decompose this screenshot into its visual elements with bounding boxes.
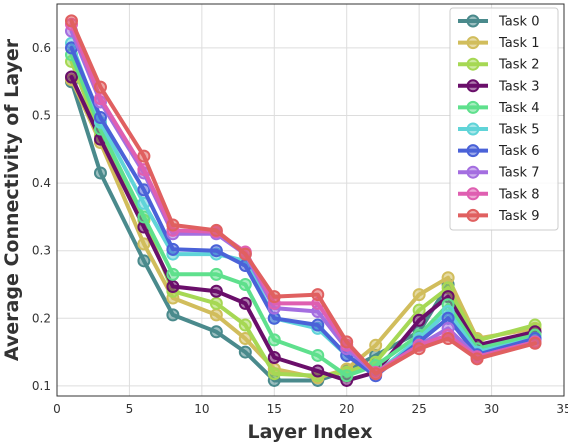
series-task-2 [64,54,542,383]
data-point-task-0 [166,308,180,322]
data-point-task-9 [528,336,542,350]
legend-marker-task-0 [466,14,480,28]
data-point-task-1 [369,338,383,352]
x-tick-labels: 0 5 10 15 20 25 30 35 [53,402,568,416]
data-point-task-3 [209,284,223,298]
plot-frame [56,3,565,397]
x-tick-label: 30 [484,402,499,416]
legend-marker-task-9 [466,208,480,222]
y-tick-label: 0.3 [32,244,51,258]
data-point-task-9 [238,247,252,261]
legend-label-task-0: Task 0 [498,15,539,30]
series-task-9 [64,14,542,381]
data-point-task-4 [166,267,180,281]
y-tick-label: 0.4 [32,176,51,190]
x-tick-label: 10 [194,402,209,416]
x-tick-label: 20 [339,402,354,416]
legend-marker-task-4 [466,100,480,114]
y-tick-labels: 0.1 0.2 0.3 0.4 0.5 0.6 [32,41,51,393]
y-tick-label: 0.2 [32,311,51,325]
data-point-task-4 [340,369,354,383]
data-point-task-3 [238,296,252,310]
data-point-task-4 [311,348,325,362]
data-point-task-9 [369,367,383,381]
data-point-task-9 [441,332,455,346]
data-point-task-2 [238,318,252,332]
data-point-task-9 [340,335,354,349]
data-point-task-9 [311,288,325,302]
y-tick-label: 0.6 [32,41,51,55]
legend-label-task-1: Task 1 [498,36,539,51]
x-tick-label: 15 [267,402,282,416]
data-point-task-3 [267,350,281,364]
data-point-task-9 [209,223,223,237]
data-point-task-9 [470,352,484,366]
data-point-task-0 [238,345,252,359]
legend-marker-task-5 [466,122,480,136]
x-tick-label: 0 [53,402,61,416]
data-point-task-1 [412,288,426,302]
x-tick-label: 5 [126,402,134,416]
data-point-task-9 [166,218,180,232]
legend-label-task-7: Task 7 [498,166,539,181]
legend-marker-task-2 [466,57,480,71]
y-tick-label: 0.1 [32,379,51,393]
data-point-task-0 [209,325,223,339]
y-tick-label: 0.5 [32,109,51,123]
data-point-task-3 [64,70,78,84]
data-point-task-3 [166,280,180,294]
data-point-task-2 [209,296,223,310]
data-point-task-4 [209,267,223,281]
legend-label-task-6: Task 6 [498,144,539,159]
legend-label-task-5: Task 5 [498,123,539,138]
data-point-task-3 [412,313,426,327]
data-point-task-3 [311,364,325,378]
legend-label-task-4: Task 4 [498,101,539,116]
data-point-task-6 [137,183,151,197]
data-point-task-6 [209,244,223,258]
data-point-task-9 [267,290,281,304]
legend-label-task-9: Task 9 [498,209,539,224]
y-axis-label: Average Connectivity of Layer [1,38,23,361]
data-point-task-1 [209,308,223,322]
data-point-task-2 [267,367,281,381]
legend-marker-task-7 [466,165,480,179]
legend-marker-task-3 [466,79,480,93]
legend-label-task-3: Task 3 [498,79,539,94]
legend: Task 0 Task 1 Task 2 Task 3 Task 4 Task 5 Task… [449,7,559,231]
data-point-task-9 [137,149,151,163]
data-point-task-9 [93,80,107,94]
x-tick-label: 35 [556,402,568,416]
data-point-task-4 [267,333,281,347]
data-point-task-6 [93,111,107,125]
data-point-task-6 [166,242,180,256]
legend-label-task-8: Task 8 [498,187,539,202]
legend-marker-task-1 [466,36,480,50]
series-group [64,14,542,387]
data-point-task-9 [64,14,78,28]
legend-marker-task-8 [466,187,480,201]
legend-marker-task-6 [466,144,480,158]
legend-label-task-2: Task 2 [498,58,539,73]
data-point-task-9 [412,342,426,356]
data-point-task-0 [137,254,151,268]
data-point-task-6 [311,318,325,332]
data-point-task-0 [93,166,107,180]
data-point-task-4 [238,277,252,291]
x-axis-label: Layer Index [248,421,373,443]
x-tick-label: 25 [412,402,427,416]
data-point-task-1 [137,237,151,251]
data-point-task-1 [238,332,252,346]
